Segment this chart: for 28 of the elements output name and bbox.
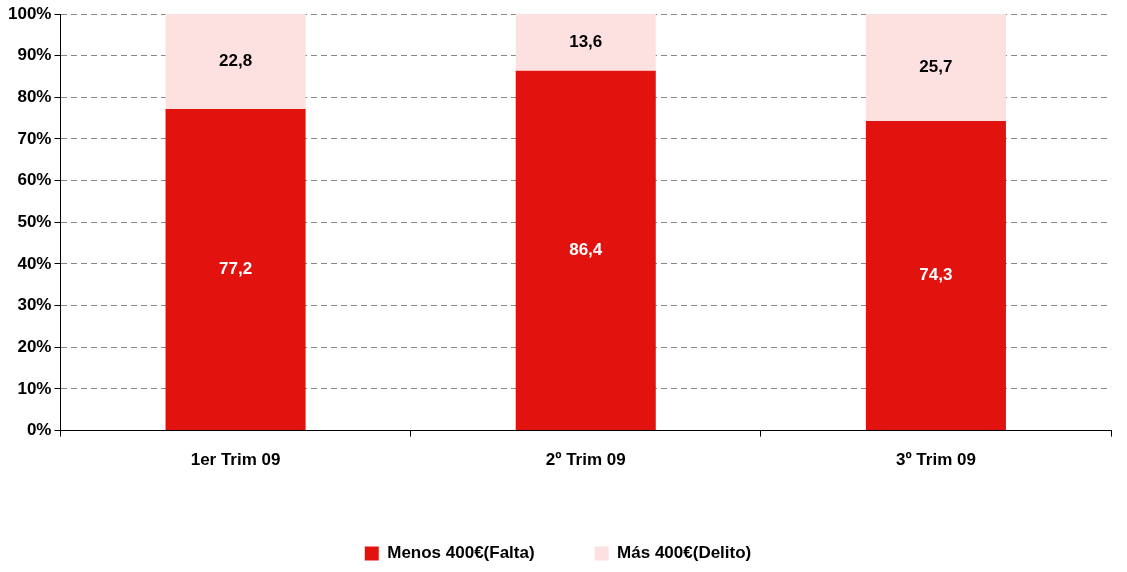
x-tick-label: 2º Trim 09: [545, 450, 626, 470]
y-tick-label: 40%: [17, 253, 52, 273]
y-tick-label: 50%: [17, 211, 52, 231]
bar: [515, 14, 656, 71]
bar: [865, 14, 1006, 122]
y-tick-label: 20%: [17, 336, 52, 356]
bar: [865, 121, 1006, 431]
data-label: 25,7: [919, 57, 953, 77]
bar: [165, 108, 306, 431]
data-label: 13,6: [569, 32, 603, 52]
y-tick-label: 70%: [17, 128, 52, 148]
y-tick-label: 80%: [17, 87, 52, 107]
y-tick-label: 0%: [26, 420, 52, 440]
legend-label: Más 400€(Delito): [617, 543, 752, 563]
y-tick-label: 30%: [17, 295, 52, 315]
data-label: 74,3: [919, 265, 953, 285]
bar: [515, 70, 656, 431]
legend-label: Menos 400€(Falta): [387, 543, 535, 563]
data-label: 77,2: [219, 259, 253, 279]
data-label: 22,8: [219, 51, 253, 71]
y-tick-label: 10%: [17, 378, 52, 398]
bar: [165, 14, 306, 109]
y-tick-label: 60%: [17, 170, 52, 190]
data-label: 86,4: [569, 240, 603, 260]
x-tick-label: 3º Trim 09: [895, 450, 976, 470]
x-tick-label: 1er Trim 09: [190, 450, 281, 470]
y-tick-label: 100%: [8, 3, 52, 23]
y-tick-label: 90%: [17, 45, 52, 65]
